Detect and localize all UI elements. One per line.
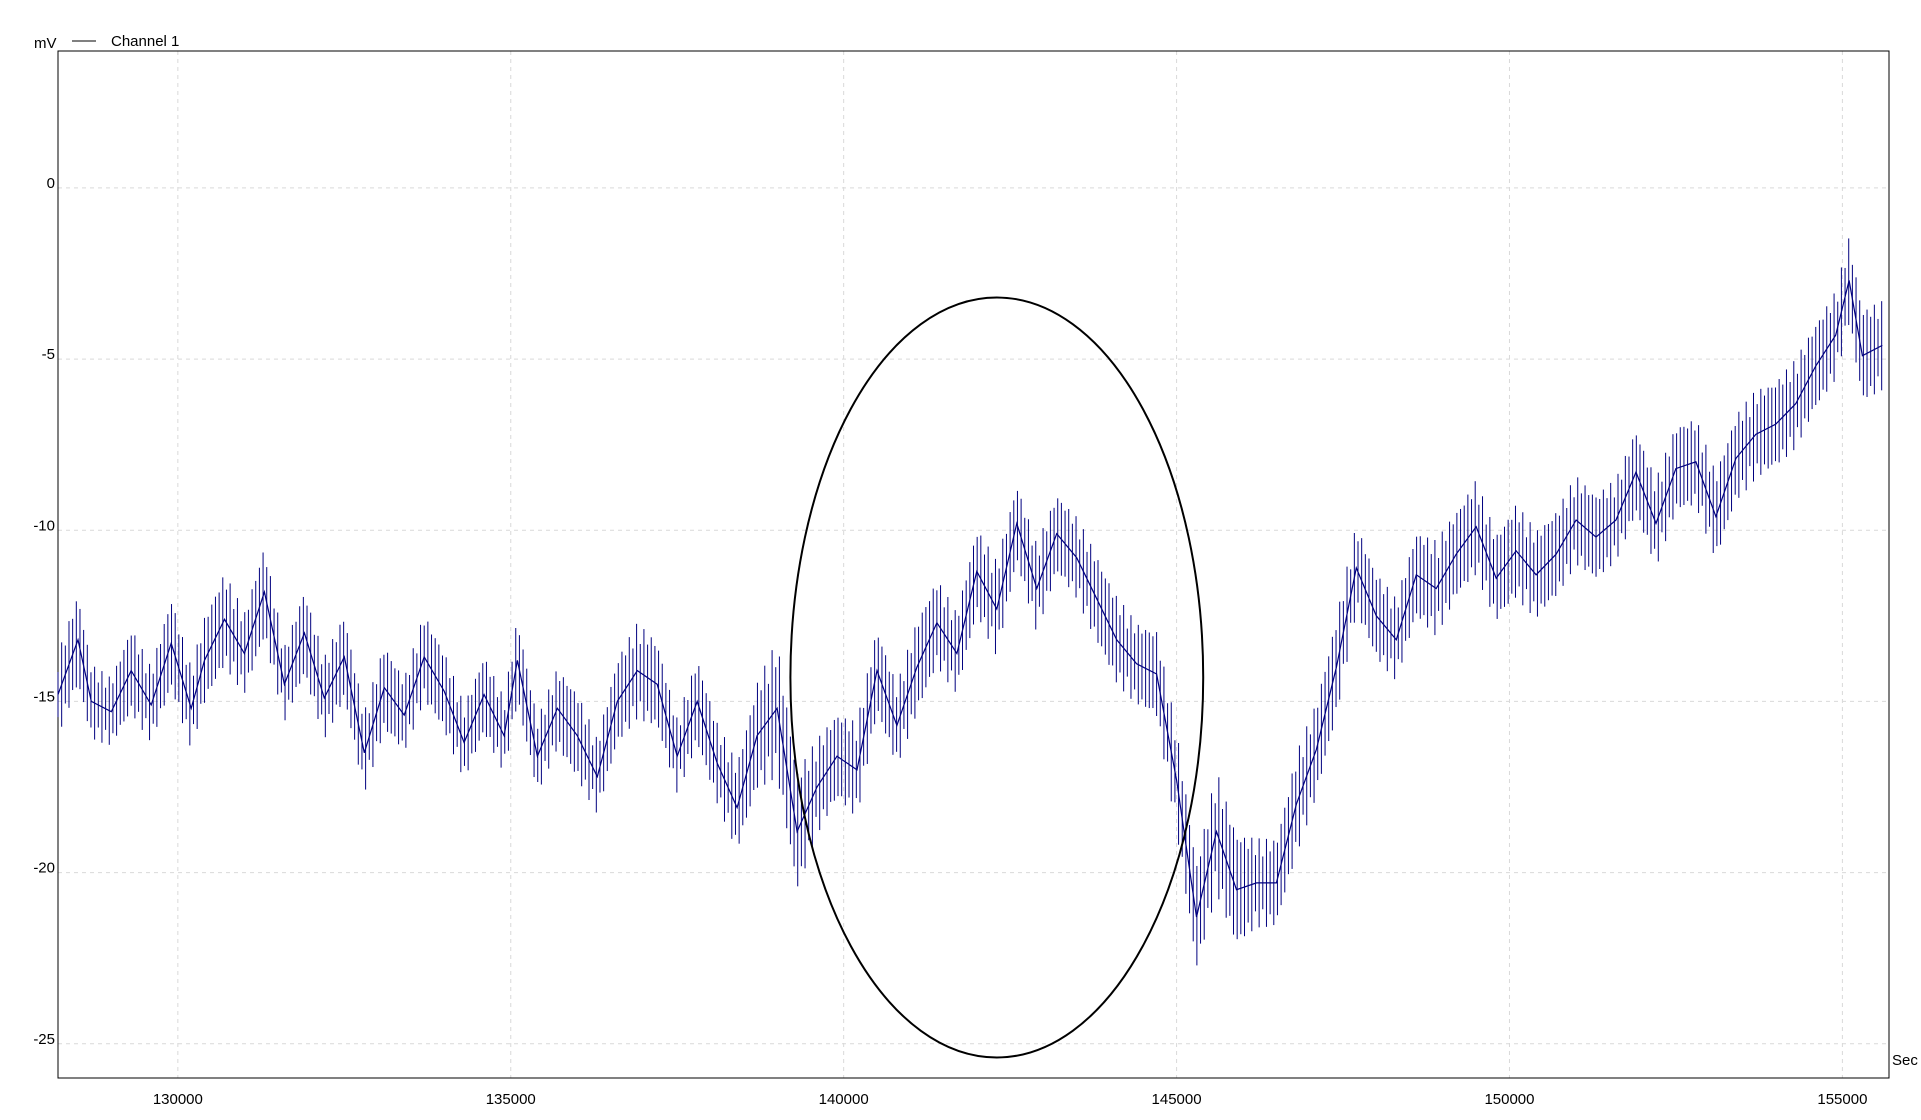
grid-layer: [58, 51, 1889, 1078]
series-line-0: [57, 280, 1883, 918]
x-tick-labels: 130000 135000 140000 145000 150000 155000: [153, 1091, 1868, 1108]
legend-item-channel-1: Channel 1: [111, 33, 179, 50]
series-layer: [57, 238, 1883, 966]
y-tick-label: -10: [33, 517, 55, 534]
y-axis-label: mV: [34, 35, 57, 52]
y-tick-label: -20: [33, 860, 55, 877]
y-tick-label: -15: [33, 688, 55, 705]
x-tick-label: 145000: [1152, 1091, 1202, 1108]
y-tick-label: -5: [42, 346, 55, 363]
x-tick-label: 130000: [153, 1091, 203, 1108]
annotation-layer: [789, 296, 1205, 1059]
y-tick-label: 0: [47, 175, 55, 192]
y-tick-labels: 0 -5 -10 -15 -20 -25: [33, 175, 55, 1048]
highlight-ellipse: [789, 296, 1205, 1059]
x-axis-label: Sec: [1892, 1052, 1918, 1069]
legend: Channel 1: [72, 33, 179, 50]
x-tick-label: 135000: [486, 1091, 536, 1108]
x-tick-label: 150000: [1484, 1091, 1534, 1108]
plot-frame: [57, 50, 1890, 1079]
y-tick-label: -25: [33, 1031, 55, 1048]
x-tick-label: 140000: [819, 1091, 869, 1108]
x-tick-label: 155000: [1817, 1091, 1867, 1108]
